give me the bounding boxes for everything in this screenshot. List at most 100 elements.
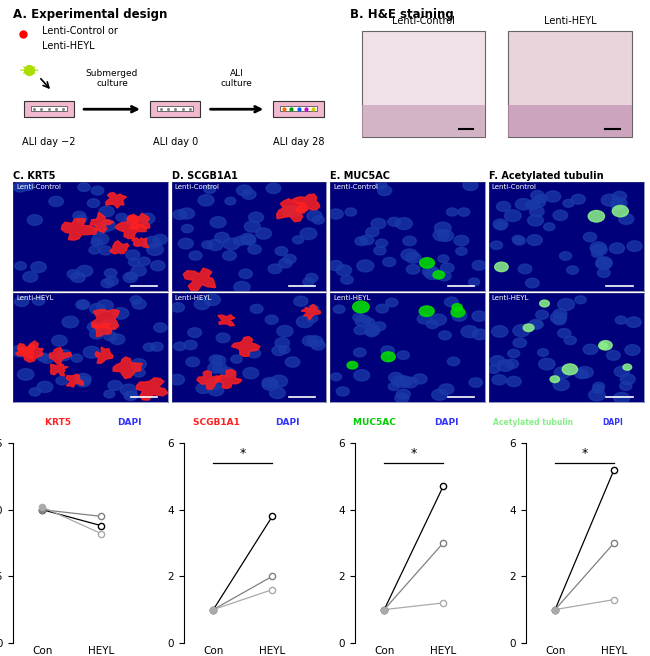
Circle shape	[391, 376, 406, 386]
Circle shape	[188, 328, 202, 337]
Circle shape	[432, 389, 447, 400]
Circle shape	[277, 325, 293, 337]
Circle shape	[353, 301, 369, 313]
Text: Lenti-Control: Lenti-Control	[492, 184, 537, 190]
Circle shape	[101, 279, 114, 288]
Circle shape	[532, 321, 543, 329]
Circle shape	[285, 357, 300, 367]
Circle shape	[90, 303, 105, 314]
Circle shape	[401, 249, 418, 261]
Polygon shape	[61, 218, 98, 240]
Circle shape	[78, 183, 90, 192]
Circle shape	[173, 210, 187, 219]
Circle shape	[490, 356, 505, 366]
Circle shape	[328, 260, 343, 270]
Circle shape	[553, 210, 567, 220]
Polygon shape	[95, 347, 113, 363]
Circle shape	[189, 251, 202, 260]
Circle shape	[237, 185, 252, 196]
Text: DAPI: DAPI	[602, 419, 623, 427]
Circle shape	[424, 268, 441, 279]
Circle shape	[243, 367, 259, 379]
Circle shape	[248, 212, 263, 222]
Circle shape	[97, 300, 113, 312]
Circle shape	[153, 323, 167, 332]
Circle shape	[495, 262, 508, 272]
Circle shape	[506, 377, 521, 386]
Circle shape	[601, 194, 618, 206]
Circle shape	[99, 220, 116, 231]
Circle shape	[376, 239, 387, 247]
Circle shape	[376, 181, 387, 189]
Circle shape	[204, 294, 220, 306]
Circle shape	[281, 206, 295, 216]
Circle shape	[214, 232, 229, 243]
Circle shape	[125, 272, 136, 280]
Circle shape	[125, 216, 137, 225]
Circle shape	[224, 238, 240, 250]
Circle shape	[599, 340, 612, 350]
Circle shape	[627, 241, 642, 251]
Text: KRT5: KRT5	[45, 419, 74, 427]
Circle shape	[302, 336, 317, 346]
Circle shape	[527, 235, 542, 245]
Circle shape	[255, 228, 272, 239]
Circle shape	[365, 327, 378, 337]
Text: DAPI: DAPI	[276, 419, 300, 427]
Polygon shape	[197, 371, 221, 389]
Circle shape	[250, 304, 263, 314]
Circle shape	[124, 391, 137, 401]
Circle shape	[403, 236, 416, 245]
Circle shape	[32, 297, 45, 305]
Circle shape	[307, 336, 323, 347]
Circle shape	[616, 316, 627, 324]
Text: B. H&E staining: B. H&E staining	[350, 8, 454, 21]
Text: MUC5AC: MUC5AC	[354, 419, 399, 427]
Circle shape	[441, 263, 454, 273]
Polygon shape	[136, 378, 168, 400]
Circle shape	[144, 343, 155, 351]
Circle shape	[625, 344, 640, 356]
Circle shape	[445, 297, 458, 307]
Polygon shape	[90, 213, 114, 232]
Circle shape	[383, 257, 396, 266]
Circle shape	[27, 215, 42, 225]
Circle shape	[363, 318, 375, 326]
Polygon shape	[218, 315, 235, 326]
Circle shape	[313, 216, 324, 224]
Circle shape	[354, 348, 366, 357]
Circle shape	[504, 210, 521, 222]
Circle shape	[213, 363, 227, 373]
Circle shape	[389, 373, 403, 382]
Circle shape	[75, 215, 87, 223]
Circle shape	[357, 260, 374, 272]
Text: ALI day 0: ALI day 0	[153, 137, 198, 147]
Polygon shape	[66, 374, 83, 387]
Circle shape	[513, 338, 526, 348]
Circle shape	[87, 322, 101, 332]
Circle shape	[283, 255, 296, 264]
Circle shape	[505, 359, 519, 369]
Circle shape	[469, 278, 480, 286]
Circle shape	[606, 350, 620, 360]
Circle shape	[144, 236, 161, 248]
Circle shape	[307, 315, 318, 323]
Text: Lenti-HEYL: Lenti-HEYL	[16, 295, 53, 302]
Circle shape	[275, 338, 289, 348]
Circle shape	[272, 346, 286, 356]
Circle shape	[347, 361, 358, 369]
Circle shape	[127, 392, 138, 399]
Circle shape	[458, 208, 470, 216]
Circle shape	[41, 354, 53, 363]
Circle shape	[208, 385, 224, 396]
Circle shape	[614, 392, 629, 403]
Circle shape	[385, 298, 398, 307]
Circle shape	[292, 236, 304, 244]
Circle shape	[558, 329, 571, 338]
Circle shape	[91, 238, 103, 247]
Circle shape	[612, 192, 627, 201]
Circle shape	[451, 308, 465, 317]
Circle shape	[198, 195, 214, 206]
Circle shape	[472, 311, 487, 321]
Circle shape	[87, 199, 99, 207]
